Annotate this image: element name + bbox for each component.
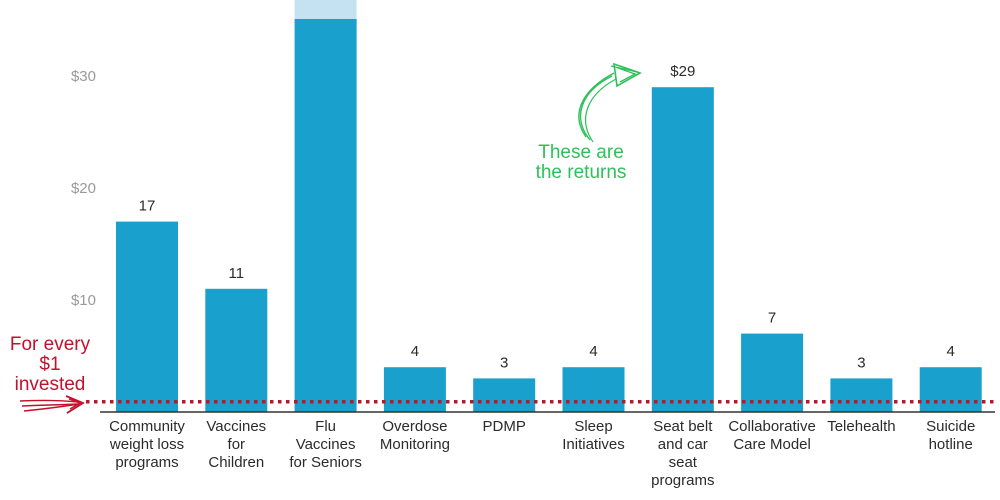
data-label: 3 — [857, 354, 865, 371]
bar — [741, 333, 804, 412]
green-arrow-icon — [578, 62, 642, 143]
data-labels: 17 11 4 3 4 $29 7 3 4 — [139, 63, 955, 371]
x-tick-label: Flu Vaccines for Seniors — [289, 418, 362, 471]
data-label: 11 — [229, 265, 245, 282]
data-label: 4 — [411, 343, 419, 360]
data-label: 7 — [768, 310, 776, 327]
returns-annotation: These are the returns — [536, 62, 642, 183]
y-tick-label: $10 — [71, 292, 96, 309]
bar — [383, 367, 446, 412]
x-tick-label: Suicide hotline — [926, 418, 975, 453]
bar — [205, 288, 268, 412]
data-label: 17 — [139, 198, 156, 215]
bar — [830, 378, 893, 412]
investment-annotation: For every $1 invested — [10, 334, 91, 414]
x-tick-label: Collaborative Care Model — [728, 418, 816, 453]
x-tick-label: Telehealth — [827, 418, 895, 435]
bar — [562, 367, 625, 412]
x-tick-label: PDMP — [483, 418, 526, 435]
x-tick-label: Vaccines for Children — [206, 418, 266, 471]
returns-annotation-text: These are the returns — [536, 142, 627, 183]
data-label: 4 — [589, 343, 597, 360]
investment-annotation-text: For every $1 invested — [10, 334, 91, 395]
y-tick-label: $30 — [71, 68, 96, 85]
data-label: $29 — [670, 63, 695, 80]
bar — [651, 87, 714, 412]
data-label: 3 — [500, 354, 508, 371]
data-label: 4 — [947, 343, 955, 360]
y-axis: $10 $20 $30 — [71, 68, 96, 309]
bars — [116, 0, 982, 412]
red-arrow-icon — [19, 395, 85, 414]
bar — [116, 221, 178, 412]
bar — [919, 367, 982, 412]
y-tick-label: $20 — [71, 180, 96, 197]
x-tick-label: Seat belt and car seat programs — [651, 418, 714, 489]
x-axis-labels: Community weight loss programs Vaccines for C… — [109, 418, 975, 489]
x-tick-label: Sleep Initiatives — [562, 418, 625, 453]
x-tick-label: Overdose Monitoring — [380, 418, 450, 453]
bar — [473, 378, 536, 412]
x-tick-label: Community weight loss programs — [109, 418, 186, 471]
bar — [294, 19, 357, 412]
